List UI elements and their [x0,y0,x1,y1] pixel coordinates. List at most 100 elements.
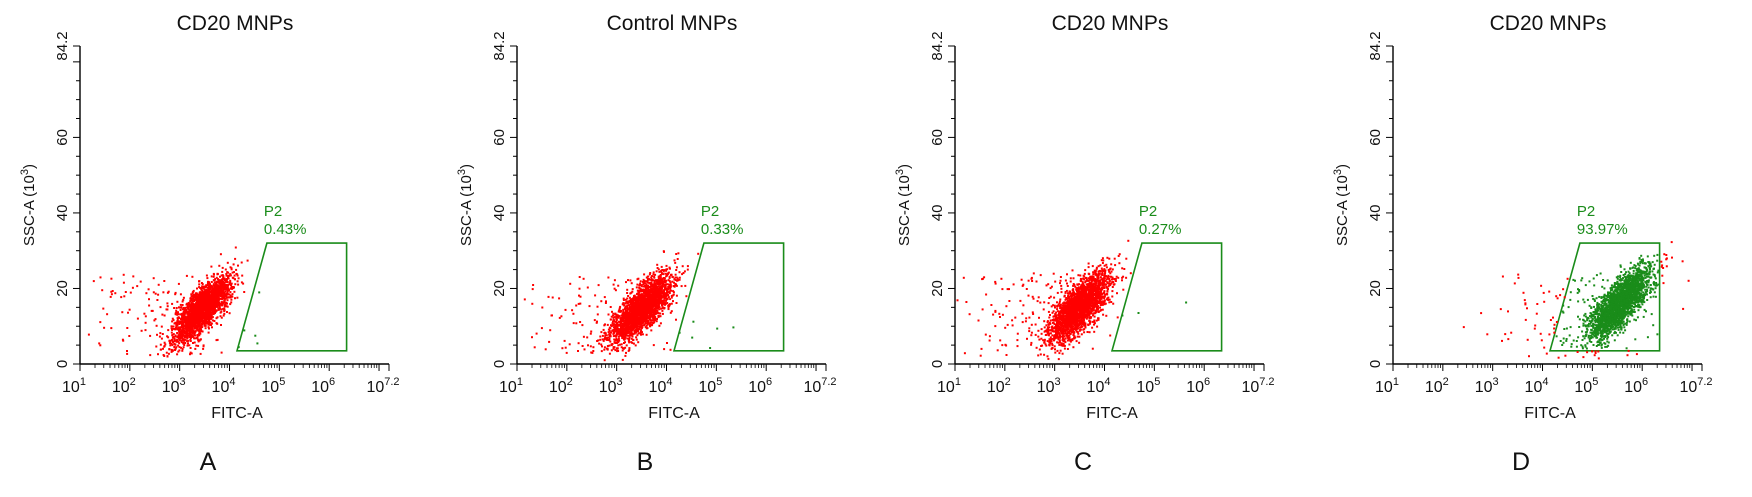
event-dot [205,297,208,299]
event-dot [188,303,191,306]
event-dot [643,301,646,304]
event-dot [644,318,647,321]
event-dot [177,340,180,343]
event-dot [204,317,207,320]
x-tick-exponent: 3 [180,376,186,388]
event-dot [645,299,647,302]
event-dot [190,323,193,326]
event-dot [587,344,589,347]
event-dot [163,345,166,347]
event-dot [667,308,670,311]
event-dot [648,305,651,307]
event-dot [641,324,644,327]
event-dot [181,304,184,306]
event-dot [196,296,199,299]
event-dot [589,332,592,335]
event-dot [586,336,589,339]
event-dot [620,316,623,319]
event-dot [217,304,220,307]
event-dot [606,345,609,347]
event-dot [187,329,190,332]
event-dot [654,308,657,311]
event-dot [612,283,615,286]
event-dot [225,278,228,281]
event-dot [225,292,228,295]
event-dot [657,299,660,301]
event-dot [550,314,553,317]
event-dot [622,319,625,321]
event-dot [608,332,611,335]
event-dot [606,323,609,326]
event-dot [639,284,641,287]
event-dot [633,324,636,327]
event-dot [636,304,639,307]
event-dot [221,292,224,295]
event-dot [174,293,177,296]
event-dot [181,341,184,344]
event-dot [219,292,222,295]
event-dot [639,316,642,318]
event-dot [646,310,649,313]
x-tick-label: 105 [698,376,722,396]
event-dot [201,318,204,320]
event-dot [639,297,642,300]
event-dot [154,292,157,295]
event-dot [639,290,641,293]
event-dot [203,320,206,323]
event-dot [205,289,208,292]
event-dot [648,310,650,313]
event-dot [651,296,654,299]
event-dot [202,287,204,290]
event-dot [207,294,210,297]
event-dot [616,347,619,350]
event-dot [208,306,211,309]
event-dot [683,270,686,273]
event-dot [607,328,610,331]
event-dot [644,326,647,329]
event-dot [191,327,194,329]
event-dot [592,346,595,349]
event-dot [617,284,620,287]
event-dot [658,296,661,299]
event-dot [650,287,653,290]
event-dot [659,279,662,282]
event-dot [226,261,229,264]
event-dot [204,290,207,293]
event-dot [220,351,223,354]
event-dot [204,304,207,306]
event-dot [531,336,533,339]
event-dot [171,328,173,331]
event-dot [558,297,561,300]
event-dot [636,299,639,302]
event-dot [674,261,677,264]
event-dot [201,289,204,292]
event-dot [210,307,213,310]
event-dot [194,318,197,320]
event-dot [644,288,647,291]
event-dot [624,302,627,305]
event-dot [665,264,668,267]
event-dot [638,303,641,306]
event-dot [675,266,678,269]
event-dot [175,324,178,327]
event-dot [182,298,185,301]
event-dot [195,314,198,317]
event-dot [176,353,179,356]
event-dot [626,308,629,311]
event-dot [596,320,598,323]
event-dot [653,276,656,279]
event-dot [219,311,222,314]
event-dot [656,267,659,269]
event-dot [668,305,671,308]
event-dot [672,291,675,294]
y-tick-label: 40 [54,205,71,222]
event-dot [638,287,641,290]
event-dot [641,297,644,300]
event-dot [659,275,662,278]
event-dot [653,288,656,291]
event-dot [622,310,625,313]
event-dot [665,279,668,282]
event-dot [628,336,631,339]
event-dot [189,353,191,356]
event-dot [200,291,203,294]
